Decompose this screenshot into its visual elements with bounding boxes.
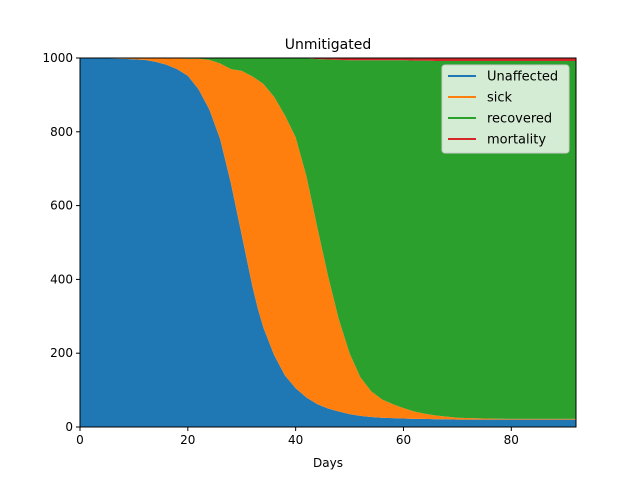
- legend-label-unaffected: Unaffected: [487, 70, 558, 85]
- x-tick-label: 40: [288, 433, 303, 447]
- y-tick-label: 800: [50, 125, 73, 139]
- chart-title: Unmitigated: [285, 37, 371, 53]
- legend-label-sick: sick: [487, 91, 513, 106]
- area-sick: [80, 58, 576, 420]
- x-axis-label: Days: [313, 456, 343, 470]
- x-tick-label: 80: [504, 433, 519, 447]
- x-tick-label: 60: [396, 433, 411, 447]
- y-tick-label: 0: [65, 420, 73, 434]
- x-tick-label: 0: [76, 433, 84, 447]
- legend-box: [441, 64, 570, 154]
- plot-frame: [79, 57, 577, 428]
- legend-label-mortality: mortality: [487, 133, 546, 148]
- area-mortality: [80, 58, 576, 61]
- y-tick-label: 200: [50, 346, 73, 360]
- y-axis: 0 200 400 600 800 1000: [42, 51, 80, 434]
- x-tick-label: 20: [180, 433, 195, 447]
- legend-label-recovered: recovered: [487, 112, 552, 127]
- y-tick-label: 1000: [42, 51, 73, 65]
- y-tick-label: 400: [50, 272, 73, 286]
- area-unaffected: [80, 58, 576, 427]
- x-axis: 0 20 40 60 80: [76, 427, 519, 447]
- legend: Unaffected sick recovered mortality: [441, 64, 570, 154]
- y-tick-label: 600: [50, 199, 73, 213]
